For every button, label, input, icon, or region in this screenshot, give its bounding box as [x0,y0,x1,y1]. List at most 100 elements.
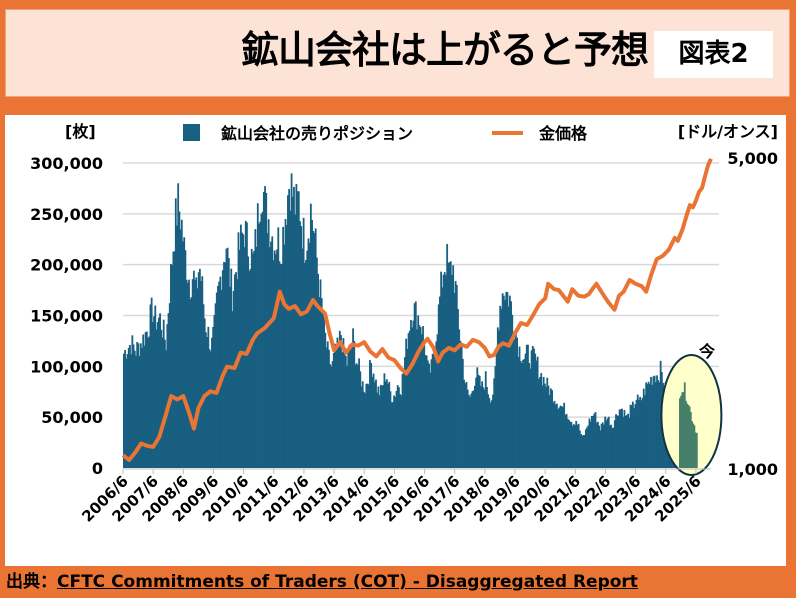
position-bar [243,247,246,468]
position-bar [647,381,650,468]
position-bar [237,232,240,468]
position-bar [148,336,151,468]
position-bar [323,313,326,468]
position-bar [295,184,298,468]
position-bar [457,309,459,468]
position-bar [281,263,283,468]
position-bar [185,279,188,468]
position-bar [259,221,262,468]
position-bar [417,315,420,468]
position-bar [370,363,373,468]
position-bar [313,232,316,468]
position-bar [376,392,379,468]
position-bar [562,407,564,468]
position-bar [236,279,239,468]
position-bar [176,225,178,468]
position-bar [203,318,206,468]
position-bar [463,379,465,468]
position-bar [488,398,491,468]
position-bar [184,250,187,468]
position-bar [458,329,461,468]
position-bar [589,421,592,468]
position-bar [363,391,365,468]
position-bar [276,249,278,468]
position-bar [563,402,566,468]
left-tick-label: 50,000 [41,408,103,427]
position-bar [382,385,385,468]
position-bar [658,382,661,468]
position-bar [601,422,604,468]
position-bar [188,279,190,468]
position-bar [131,335,134,468]
position-bar [273,250,276,468]
position-bar [153,316,155,468]
position-bar [646,384,649,468]
position-bar [440,271,443,468]
position-bar [419,327,422,468]
position-bar [379,384,382,468]
position-bar [694,432,697,468]
position-bar [439,296,441,468]
position-bar [168,303,171,468]
position-bar [693,425,696,468]
position-bar [159,313,161,468]
position-bar [396,385,399,468]
position-bar [512,332,515,468]
position-bar [407,333,410,468]
position-bar [484,371,487,468]
position-bar [170,263,172,468]
position-bar [315,257,318,468]
position-bar [352,328,354,468]
position-bar [377,386,380,468]
position-bar [588,418,591,468]
position-bar [581,435,584,468]
position-bar [590,415,593,468]
position-bar [652,376,655,468]
position-bar [560,406,563,468]
position-bar [172,251,175,468]
position-bar [303,262,306,468]
source-link[interactable]: CFTC Commitments of Traders (COT) - Disa… [57,572,638,592]
position-bar [346,365,348,468]
position-bar [272,260,275,468]
position-bar [337,342,340,468]
position-bar [162,319,165,468]
position-bar [465,381,468,468]
position-bar [453,292,456,468]
position-bar [129,344,131,468]
position-bar [471,391,474,468]
position-bar [657,380,660,468]
position-bar [167,313,170,468]
position-bar [141,347,143,468]
position-bar [607,416,610,468]
position-bar [190,297,193,468]
position-bar [404,357,406,468]
position-bar [582,434,585,468]
source-footer: 出典：CFTC Commitments of Traders (COT) - D… [6,569,638,597]
position-bar [502,295,505,468]
position-bar [412,320,415,468]
position-bar [553,400,556,468]
position-bar [206,336,209,468]
position-bar [498,330,500,468]
position-bar [332,353,335,468]
position-bar [151,322,154,468]
position-bar [260,213,263,468]
position-bar [248,270,251,468]
position-bar [138,355,141,468]
position-bar [536,356,539,468]
x-axis-ticks: 2006/62007/62008/62009/62010/62011/62012… [78,469,705,526]
position-bar [241,232,244,468]
position-bar [569,421,572,468]
position-bar [547,385,550,468]
position-bar [434,353,436,468]
position-bar [452,265,455,468]
position-bar [537,379,540,468]
position-bar [436,334,439,468]
position-bar [571,425,574,468]
position-bar [261,211,264,468]
position-bar [505,291,508,468]
position-bar [268,247,271,468]
position-bar [383,373,386,468]
position-bar [338,330,341,468]
